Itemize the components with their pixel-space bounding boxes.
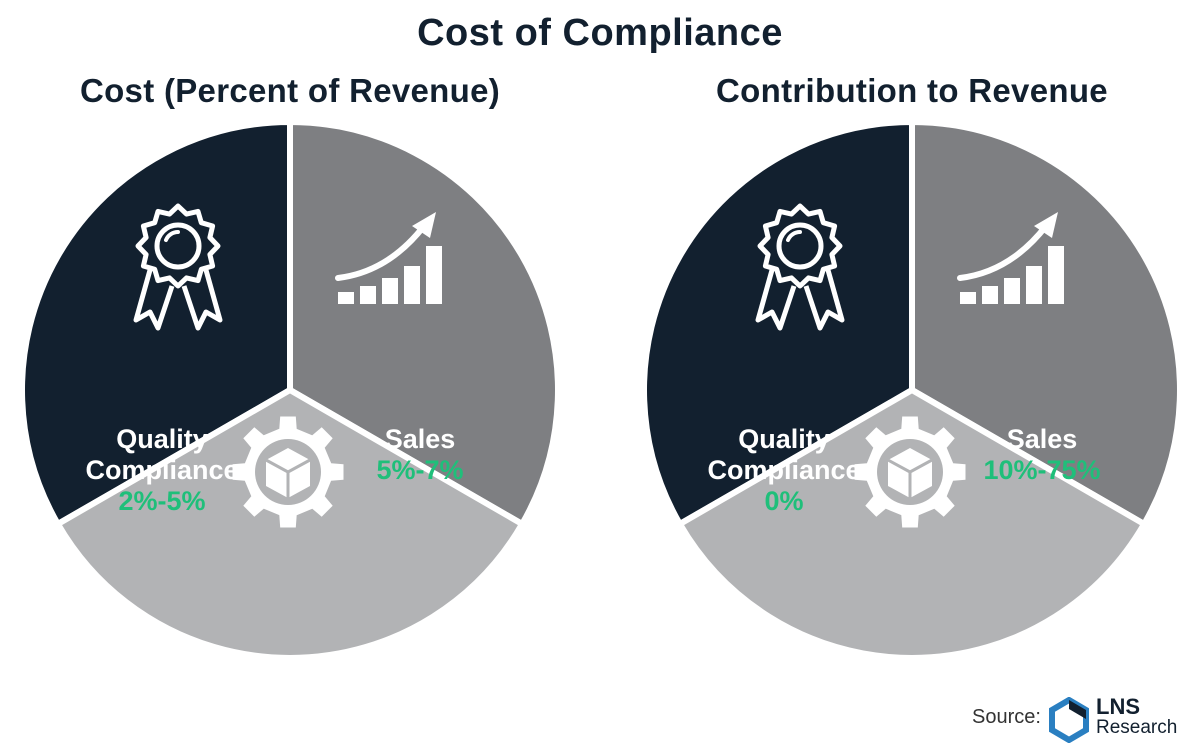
award-ribbon-icon <box>755 203 845 331</box>
lns-logo-text: LNS Research <box>1096 694 1178 739</box>
gear-box-icon <box>854 416 966 528</box>
contribution-pie-chart: Contribution to Revenue Quality Complianc… <box>632 72 1192 672</box>
chart-title-contribution: Contribution to Revenue <box>716 72 1108 109</box>
slice-value-sales: 5%-7% <box>376 455 463 485</box>
pie-svg-cost: QualityCompliance2%-5%Sales5%-7%ProductD… <box>19 120 561 672</box>
pie-slice-sales <box>909 120 1183 527</box>
logo-main-text: LNS <box>1096 694 1140 719</box>
slice-label-quality-compliance: Compliance <box>707 455 860 485</box>
chart-title-cost: Cost (Percent of Revenue) <box>79 72 501 109</box>
gear-box-icon <box>232 416 344 528</box>
growth-chart-icon <box>957 212 1064 304</box>
slice-value-quality-compliance: 0% <box>764 486 803 516</box>
slice-label-quality-compliance: Quality <box>738 424 830 454</box>
growth-chart-icon <box>335 212 442 304</box>
cost-pie-chart: Cost (Percent of Revenue) Quality Complia… <box>10 72 570 672</box>
slice-value-quality-compliance: 2%-5% <box>118 486 205 516</box>
award-ribbon-icon <box>133 203 223 331</box>
slice-label-quality-compliance: Quality <box>116 424 208 454</box>
logo-sub-text: Research <box>1096 717 1178 738</box>
slice-label-product-development: Product <box>861 670 963 672</box>
source-label: Source: <box>972 706 1041 728</box>
lns-logo-icon <box>1049 697 1089 743</box>
slice-label-sales: Sales <box>1007 424 1078 454</box>
slice-label-product-development: Product <box>239 670 341 672</box>
slice-value-sales: 10%-75% <box>983 455 1100 485</box>
pie-slice-sales <box>287 120 561 527</box>
slice-label-sales: Sales <box>385 424 456 454</box>
pie-svg-contribution: QualityCompliance0%Sales10%-75%ProductDe… <box>641 120 1183 672</box>
main-title: Cost of Compliance <box>417 12 783 54</box>
slice-label-quality-compliance: Compliance <box>85 455 238 485</box>
